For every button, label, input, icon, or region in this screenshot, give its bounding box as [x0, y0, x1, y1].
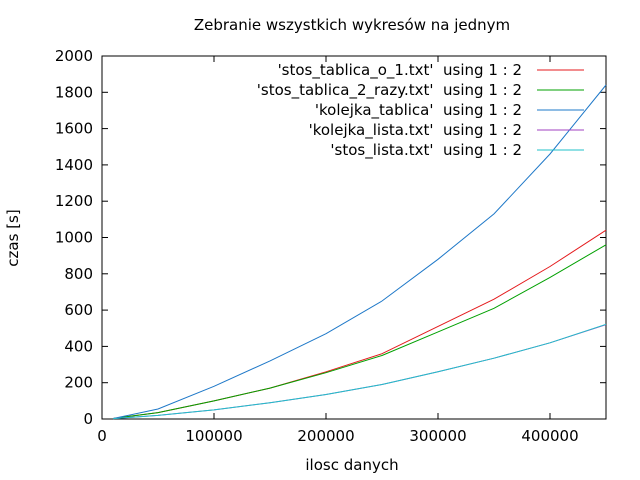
y-tick-label: 1400 [55, 156, 93, 174]
series-line-4 [113, 323, 607, 420]
y-tick-label: 400 [64, 337, 93, 355]
tick-labels: 0 100000 200000 300000 400000 0 200 400 600 800 10… [55, 47, 579, 445]
x-tick-label: 400000 [521, 427, 578, 445]
x-axis-title: ilosc danych [305, 456, 398, 474]
legend-label-3: 'kolejka_lista.txt' using 1 : 2 [309, 121, 522, 140]
y-tick-label: 1200 [55, 192, 93, 210]
y-tick-label: 600 [64, 301, 93, 319]
x-tick-label: 100000 [185, 427, 242, 445]
chart-title: Zebranie wszystkich wykresów na jednym [194, 16, 510, 34]
x-tick-label: 0 [97, 427, 107, 445]
legend: 'stos_tablica_o_1.txt' using 1 : 2'stos_… [257, 61, 584, 160]
y-tick-label: 200 [64, 374, 93, 392]
legend-label-1: 'stos_tablica_2_razy.txt' using 1 : 2 [257, 81, 522, 100]
y-axis-title: czas [s] [4, 209, 22, 266]
series-line-1 [113, 244, 607, 419]
x-tick-label: 200000 [297, 427, 354, 445]
legend-label-2: 'kolejka_tablica' using 1 : 2 [315, 101, 522, 120]
y-tick-label: 1600 [55, 120, 93, 138]
axis-ticks [101, 55, 606, 420]
legend-label-4: 'stos_lista.txt' using 1 : 2 [330, 141, 522, 160]
series-line-3 [113, 324, 607, 420]
y-tick-label: 800 [64, 265, 93, 283]
y-tick-label: 0 [83, 410, 93, 428]
x-tick-label: 300000 [409, 427, 466, 445]
y-tick-label: 1000 [55, 229, 93, 247]
y-tick-label: 1800 [55, 83, 93, 101]
legend-label-0: 'stos_tablica_o_1.txt' using 1 : 2 [278, 61, 522, 80]
series-lines [113, 84, 607, 420]
series-line-0 [113, 229, 607, 419]
y-tick-label: 2000 [55, 47, 93, 65]
series-line-2 [113, 84, 607, 419]
